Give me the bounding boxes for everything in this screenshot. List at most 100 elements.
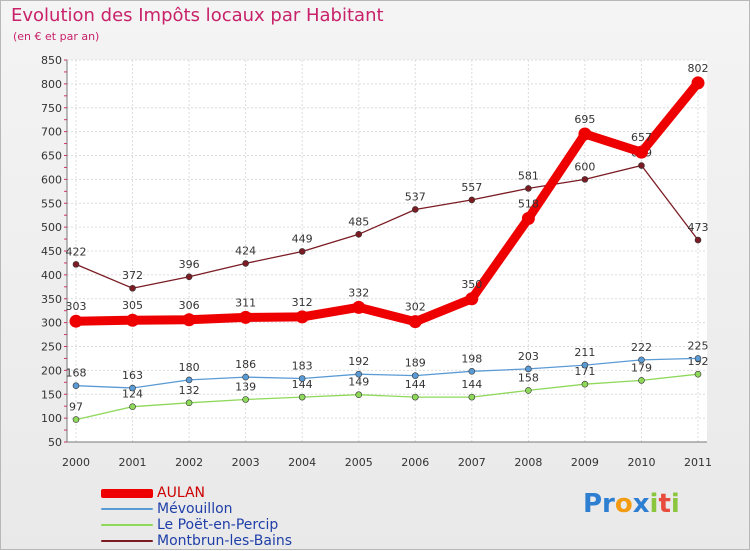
data-point [691, 76, 705, 90]
data-label: 198 [461, 352, 482, 365]
data-label: 485 [348, 215, 369, 228]
x-tick-label: 2001 [119, 456, 147, 469]
data-point [185, 376, 193, 384]
legend-label: Le Poët-en-Percip [157, 517, 279, 533]
y-tick-label: 100 [41, 412, 62, 425]
data-label: 311 [235, 296, 256, 309]
data-label: 581 [518, 169, 539, 182]
y-tick-label: 500 [41, 221, 62, 234]
data-label: 695 [574, 113, 595, 126]
data-label: 132 [179, 384, 200, 397]
data-label: 144 [292, 378, 313, 391]
legend-item: Mévouillon [101, 501, 292, 517]
data-label: 537 [405, 190, 426, 203]
data-point [578, 127, 592, 141]
data-point [355, 391, 363, 399]
x-tick-label: 2007 [458, 456, 486, 469]
data-point [239, 310, 253, 324]
data-label: 225 [688, 339, 709, 352]
data-point [638, 162, 645, 169]
data-label: 600 [574, 160, 595, 173]
y-tick-label: 200 [41, 364, 62, 377]
data-label: 192 [348, 355, 369, 368]
data-label: 424 [235, 244, 256, 257]
data-label: 171 [574, 365, 595, 378]
data-point [298, 375, 306, 382]
data-label: 186 [235, 358, 256, 371]
data-label: 139 [235, 381, 256, 394]
data-label: 203 [518, 350, 539, 363]
logo-part: i [649, 489, 659, 519]
legend-label: Montbrun-les-Bains [157, 533, 293, 549]
legend-swatch [101, 524, 153, 526]
y-tick-label: 600 [41, 173, 62, 186]
data-point [72, 382, 80, 389]
data-point [72, 416, 80, 423]
series-line-montbrun-les-bains [75, 164, 699, 289]
chart-subtitle: (en € et par an) [13, 30, 100, 43]
data-label: 183 [292, 359, 313, 372]
proxiti-logo: Proxiti [583, 489, 680, 519]
data-label: 222 [631, 341, 652, 354]
data-point [411, 393, 419, 401]
legend-swatch [101, 540, 153, 542]
data-point [581, 380, 589, 388]
data-point [694, 236, 702, 244]
x-tick-label: 2008 [514, 456, 542, 469]
x-tick-label: 2009 [571, 456, 599, 469]
data-point [465, 292, 479, 306]
data-point [581, 361, 589, 369]
chart-title: Evolution des Impôts locaux par Habitant [11, 5, 384, 26]
y-tick-label: 250 [41, 341, 62, 354]
x-tick-label: 2010 [627, 456, 655, 469]
data-point [355, 370, 363, 378]
x-tick-label: 2003 [232, 456, 260, 469]
data-label: 305 [122, 299, 143, 312]
data-label: 149 [348, 376, 369, 389]
data-label: 473 [688, 221, 709, 234]
data-label: 657 [631, 131, 652, 144]
data-point [521, 212, 535, 226]
y-tick-label: 800 [41, 78, 62, 91]
data-label: 180 [179, 361, 200, 374]
data-point [638, 356, 645, 364]
legend-swatch [101, 508, 153, 510]
data-point [352, 300, 366, 314]
data-label: 306 [179, 299, 200, 312]
y-tick-label: 350 [41, 293, 62, 306]
legend-item: AULAN [101, 485, 292, 501]
data-label: 422 [66, 245, 87, 258]
data-point [581, 176, 589, 183]
data-point [298, 393, 306, 401]
series-line-le-po-t-en-percip [75, 373, 699, 421]
y-tick-label: 750 [41, 102, 62, 115]
data-label: 518 [518, 198, 539, 211]
data-label: 124 [122, 388, 143, 401]
data-point [129, 284, 136, 292]
logo-part: t [658, 489, 671, 519]
data-point [411, 206, 419, 213]
data-label: 189 [405, 357, 426, 370]
data-point [355, 230, 363, 238]
logo-part: x [632, 489, 650, 519]
y-tick-label: 400 [41, 269, 62, 282]
y-tick-label: 550 [41, 197, 62, 210]
data-label: 158 [518, 371, 539, 384]
series-line-aulan [71, 78, 703, 327]
data-label: 144 [405, 378, 426, 391]
data-label: 396 [179, 258, 200, 271]
legend-item: Le Poët-en-Percip [101, 517, 292, 533]
legend-item: Montbrun-les-Bains [101, 533, 292, 549]
series-line-m-vouillon [75, 357, 699, 389]
data-point [69, 314, 83, 328]
data-label: 350 [461, 278, 482, 291]
data-label: 163 [122, 369, 143, 382]
chart-legend: AULAN Mévouillon Le Poët-en-Percip Montbrun… [101, 485, 292, 549]
logo-part: o [614, 489, 633, 519]
data-point [242, 396, 249, 403]
data-point [468, 196, 476, 204]
data-label: 312 [292, 296, 313, 309]
data-label: 449 [292, 232, 313, 245]
data-point [298, 248, 306, 255]
